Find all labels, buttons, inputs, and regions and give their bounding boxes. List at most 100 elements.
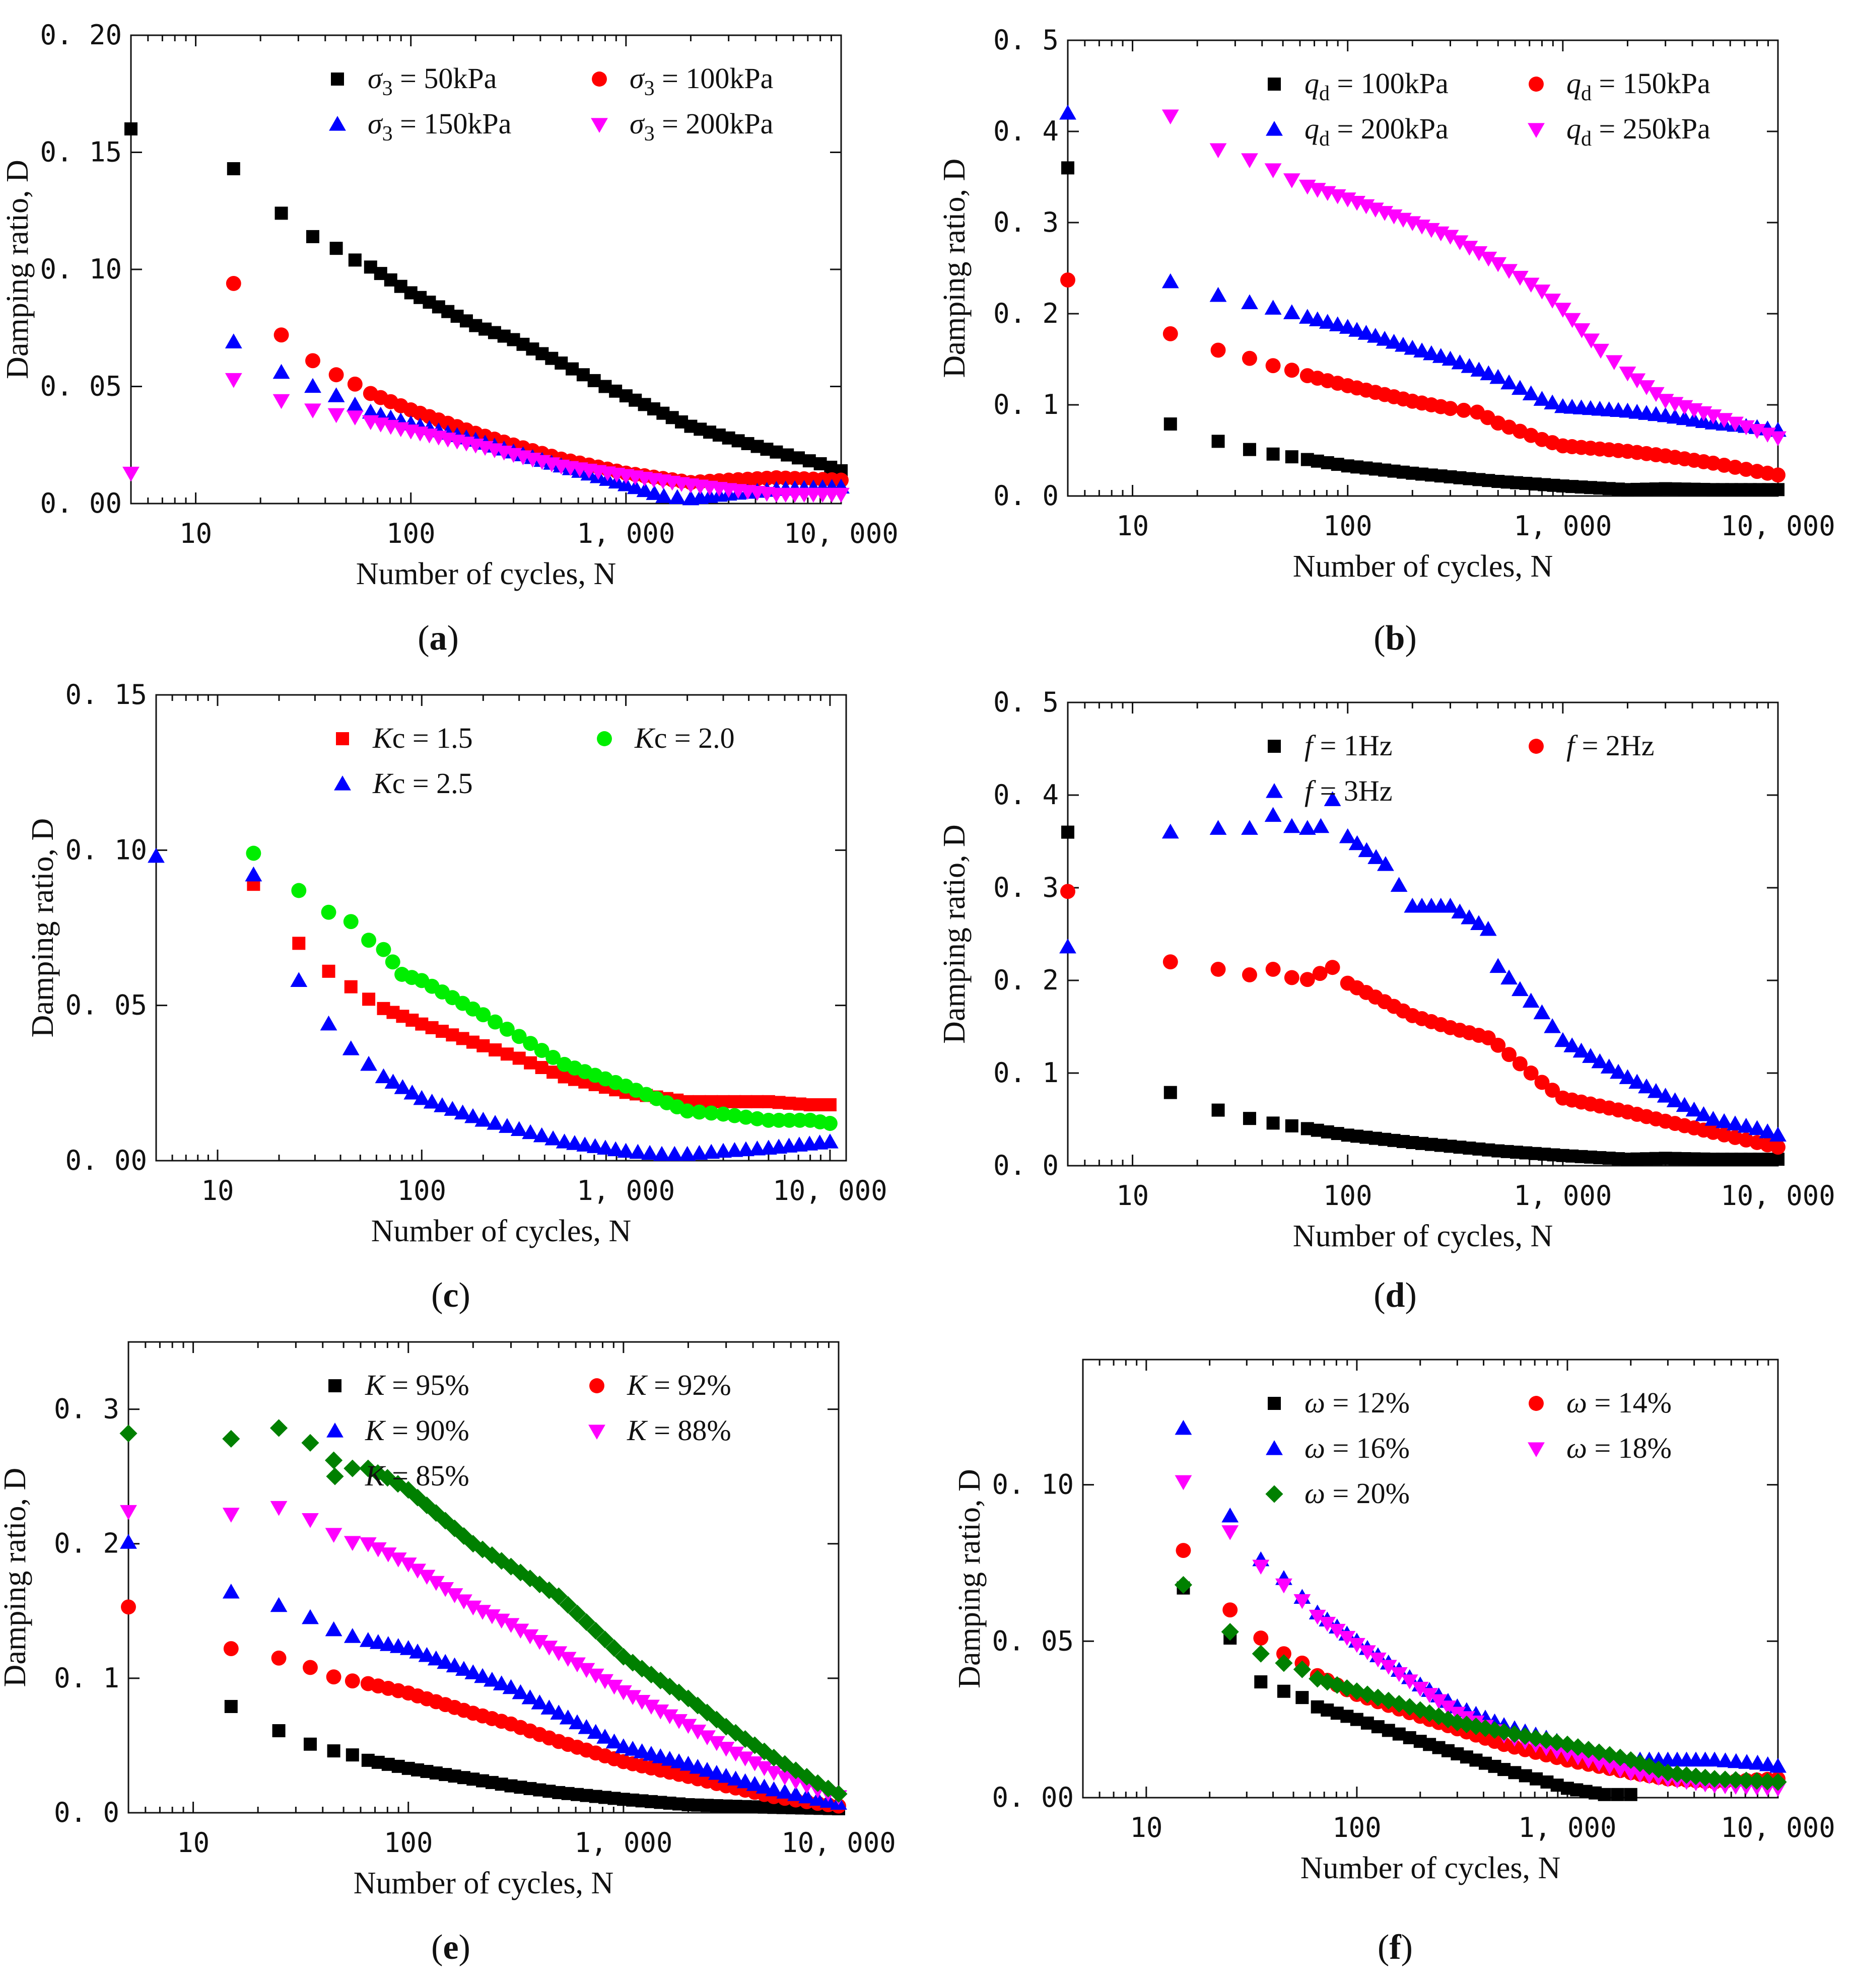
panel-c: 10 100 1, 000 10, 000 0. 00 0. 05 0. 10 0. 15 Nu…	[26, 679, 887, 1315]
data-point	[1649, 482, 1663, 495]
data-point	[535, 1061, 548, 1074]
data-point	[1573, 323, 1591, 338]
legend-entry: ω = 14%	[1529, 1386, 1672, 1419]
data-point	[497, 329, 511, 343]
x-tick-label: 10	[1116, 1180, 1149, 1212]
legend-marker	[597, 731, 612, 746]
data-point	[1331, 458, 1344, 471]
data-point	[273, 327, 289, 343]
data-point	[1242, 350, 1257, 366]
data-point	[758, 1800, 771, 1814]
legend-label: qd = 100kPa	[1305, 67, 1449, 105]
data-point	[1748, 1772, 1766, 1790]
data-point	[566, 1135, 583, 1150]
legend-label: Kc = 1.5	[372, 722, 473, 754]
data-point	[1486, 1721, 1504, 1739]
data-point	[1500, 374, 1518, 390]
legend-marker	[1266, 121, 1283, 136]
data-point	[359, 1632, 377, 1647]
data-point	[545, 351, 559, 365]
data-point	[1284, 970, 1299, 985]
data-point	[1470, 915, 1487, 930]
data-point	[1176, 1543, 1191, 1558]
data-point	[226, 275, 241, 291]
legend-label: σ3 = 150kPa	[368, 107, 511, 146]
data-point	[802, 454, 816, 468]
data-point	[394, 1079, 411, 1094]
data-point	[391, 1759, 405, 1773]
y-tick-label: 0. 5	[993, 686, 1059, 718]
data-point	[345, 1673, 360, 1689]
y-tick-label: 0. 2	[993, 964, 1059, 996]
data-point	[542, 1785, 556, 1798]
legend-label: K = 92%	[627, 1369, 731, 1401]
data-point	[302, 1513, 319, 1528]
data-point	[728, 1095, 741, 1108]
data-point	[327, 387, 345, 402]
data-point	[792, 451, 805, 465]
x-tick-label: 1, 000	[574, 1827, 672, 1859]
data-point	[661, 1751, 678, 1766]
legend-entry: K = 95%	[328, 1369, 469, 1401]
panel-a: 10 100 1, 000 10, 000 0. 00 0. 05 0. 10 0. 15 0.…	[1, 19, 899, 658]
data-point	[1461, 241, 1478, 256]
data-point	[716, 1106, 731, 1122]
data-point	[1687, 1767, 1705, 1786]
data-point	[1442, 230, 1459, 245]
data-point	[614, 1685, 632, 1700]
data-point	[1293, 1660, 1311, 1678]
data-point	[643, 1746, 660, 1761]
data-point	[692, 1104, 707, 1120]
x-tick-label: 1, 000	[577, 1175, 675, 1206]
data-point	[673, 477, 690, 492]
data-point	[1759, 1756, 1776, 1771]
data-point	[1657, 1088, 1674, 1103]
series-0	[1061, 825, 1785, 1166]
data-point	[1759, 428, 1776, 443]
legend-entry: Kc = 2.0	[597, 722, 735, 754]
data-point	[624, 1654, 642, 1672]
data-point	[699, 1761, 716, 1777]
data-point	[329, 242, 343, 255]
data-point	[437, 1654, 454, 1669]
x-tick-label: 10	[201, 1175, 234, 1206]
data-point	[1241, 153, 1258, 169]
data-point	[512, 1684, 529, 1699]
legend-entry: σ3 = 200kPa	[591, 107, 773, 146]
data-point	[1253, 1630, 1269, 1646]
data-point	[1530, 1772, 1543, 1786]
data-point	[736, 1730, 754, 1748]
data-point	[736, 1773, 754, 1789]
data-point	[500, 1047, 514, 1061]
data-point	[1411, 1681, 1429, 1697]
data-point	[708, 1736, 725, 1751]
data-point	[1366, 328, 1384, 343]
data-point	[1357, 325, 1375, 340]
data-point	[342, 1040, 360, 1055]
legend-entry: f = 2Hz	[1529, 729, 1654, 762]
data-point	[379, 1636, 397, 1651]
legend-label: Kc = 2.0	[634, 722, 735, 754]
data-point	[522, 1124, 539, 1140]
data-point	[1582, 1048, 1599, 1063]
series-4	[1174, 1576, 1787, 1791]
data-point	[587, 1622, 605, 1640]
legend-label: σ3 = 200kPa	[630, 107, 773, 146]
data-point	[1163, 1086, 1177, 1099]
x-tick-label: 1, 000	[1518, 1812, 1616, 1843]
data-point	[689, 1725, 707, 1740]
legend-entry: qd = 100kPa	[1268, 67, 1449, 105]
data-point	[1676, 1097, 1693, 1112]
data-point	[605, 1733, 623, 1749]
data-point	[1298, 309, 1316, 324]
data-point	[1511, 981, 1529, 997]
legend-marker	[326, 1467, 344, 1485]
legend-label: K = 88%	[627, 1414, 731, 1447]
data-point	[1348, 322, 1365, 337]
legend-marker	[1528, 123, 1545, 138]
data-point	[544, 1130, 562, 1146]
data-point	[121, 1599, 136, 1615]
data-point	[1340, 1710, 1354, 1723]
data-point	[1209, 820, 1227, 835]
data-point	[270, 1419, 288, 1437]
